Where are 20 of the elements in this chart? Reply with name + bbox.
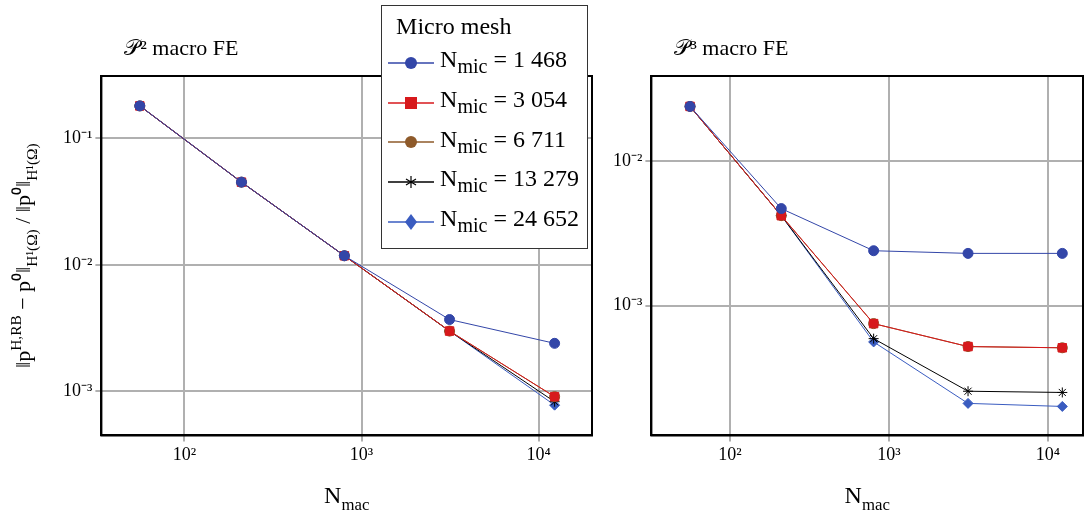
y-tick-label: 10⁻² xyxy=(612,150,643,171)
legend-label: N$_{mic}$ = 1 468 xyxy=(440,45,567,79)
legend-label: N$_{mic}$ = 6 711 xyxy=(440,124,567,159)
y-axis-title: ‖pH,RB − p⁰‖H¹(Ω) / ‖p⁰‖H¹(Ω) xyxy=(7,143,41,368)
x-tick-label: 10⁴ xyxy=(526,443,551,464)
chart-title: 𝒫² macro FE xyxy=(124,35,239,60)
x-tick-label: 10³ xyxy=(877,443,902,464)
x-tick-label: 10² xyxy=(172,443,197,464)
legend-label: N$_{mic}$ = 24 652 xyxy=(440,204,579,238)
y-tick-label: 10⁻¹ xyxy=(62,126,93,147)
legend-title: Micro mesh xyxy=(395,12,513,41)
y-tick-label: 10⁻³ xyxy=(612,294,643,315)
chart-title: 𝒫³ macro FE xyxy=(674,35,789,60)
legend-label: N$_{mic}$ = 3 054 xyxy=(440,84,567,119)
x-tick-label: 10³ xyxy=(349,443,374,464)
x-tick-label: 10² xyxy=(718,443,742,464)
x-tick-label: 10⁴ xyxy=(1035,443,1061,464)
legend-label: N$_{mic}$ = 13 279 xyxy=(440,164,579,199)
y-tick-label: 10⁻³ xyxy=(62,380,93,401)
y-tick-label: 10⁻² xyxy=(62,253,93,274)
